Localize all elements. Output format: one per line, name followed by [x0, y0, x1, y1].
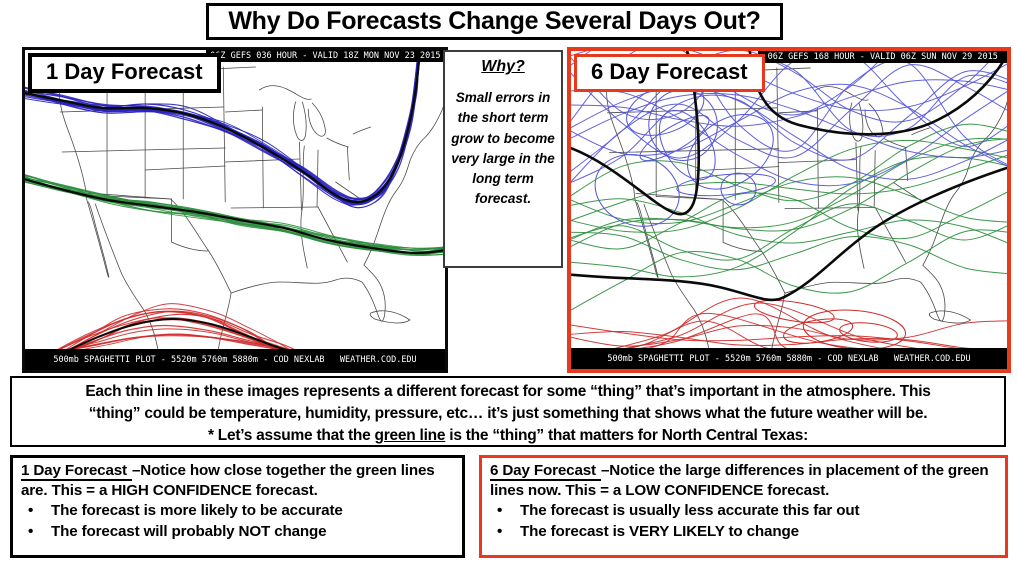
spaghetti-plot-6day [571, 51, 1007, 348]
explanation-line3: * Let’s assume that the green line is th… [12, 425, 1004, 447]
map-footer-bar-6day: 500mb SPAGHETTI PLOT - 5520m 5760m 5880m… [571, 348, 1007, 369]
map-label-1day: 1 Day Forecast [28, 53, 221, 93]
map-header-bar-6day: 06Z GEFS 168 HOUR - VALID 06Z SUN NOV 29… [758, 51, 1007, 63]
spaghetti-plot-1day [25, 50, 445, 349]
bullet-item: • The forecast is VERY LIKELY to change [490, 522, 997, 542]
bullet-icon: • [28, 522, 34, 540]
detail-box-6day: 6 Day Forecast –Notice the large differen… [479, 455, 1008, 558]
detail-box-6day-heading: 6 Day Forecast –Notice the large differen… [490, 461, 997, 501]
map-panel-6day: 06Z GEFS 168 HOUR - VALID 06Z SUN NOV 29… [567, 47, 1011, 373]
map-footer-bar-1day: 500mb SPAGHETTI PLOT - 5520m 5760m 5880m… [25, 349, 445, 370]
map-label-6day: 6 Day Forecast [574, 54, 765, 92]
explanation-box: Each thin line in these images represent… [10, 376, 1006, 447]
green-line-underlined: green line [374, 427, 446, 444]
bullet-item: • The forecast is more likely to be accu… [21, 501, 454, 521]
detail-box-6day-rest: –Notice the large differences in placeme… [490, 462, 989, 500]
detail-box-6day-title: 6 Day Forecast [490, 462, 601, 481]
explanation-line3-post: is the “thing” that matters for North Ce… [445, 427, 809, 444]
bullet-item: • The forecast is usually less accurate … [490, 501, 997, 521]
explanation-line3-pre: * Let’s assume that the [207, 427, 375, 444]
detail-box-1day: 1 Day Forecast –Notice how close together… [10, 455, 465, 558]
detail-box-1day-heading: 1 Day Forecast –Notice how close together… [21, 461, 454, 501]
bullet-text: The forecast is usually less accurate th… [520, 502, 860, 520]
bullet-text: The forecast will probably NOT change [51, 522, 327, 540]
detail-box-1day-title: 1 Day Forecast [21, 462, 132, 481]
bullet-text: The forecast is VERY LIKELY to change [520, 522, 799, 540]
slide-title: Why Do Forecasts Change Several Days Out… [206, 3, 783, 40]
bullet-text: The forecast is more likely to be accura… [51, 502, 343, 520]
bullet-icon: • [28, 502, 34, 520]
bullet-item: • The forecast will probably NOT change [21, 522, 454, 542]
detail-box-1day-rest: –Notice how close together the green lin… [21, 462, 435, 500]
why-box: Why? Small errors in the short term grow… [443, 50, 563, 268]
map-header-bar-1day: 06Z GEFS 036 HOUR - VALID 18Z MON NOV 23… [205, 50, 445, 62]
why-box-body: Small errors in the short term grow to b… [451, 90, 555, 207]
bullet-icon: • [497, 522, 503, 540]
why-box-title: Why? [481, 58, 525, 75]
map-panel-1day: 06Z GEFS 036 HOUR - VALID 18Z MON NOV 23… [22, 47, 448, 373]
explanation-line2: “thing” could be temperature, humidity, … [88, 405, 928, 422]
bullet-icon: • [497, 502, 503, 520]
explanation-line1: Each thin line in these images represent… [85, 383, 931, 400]
